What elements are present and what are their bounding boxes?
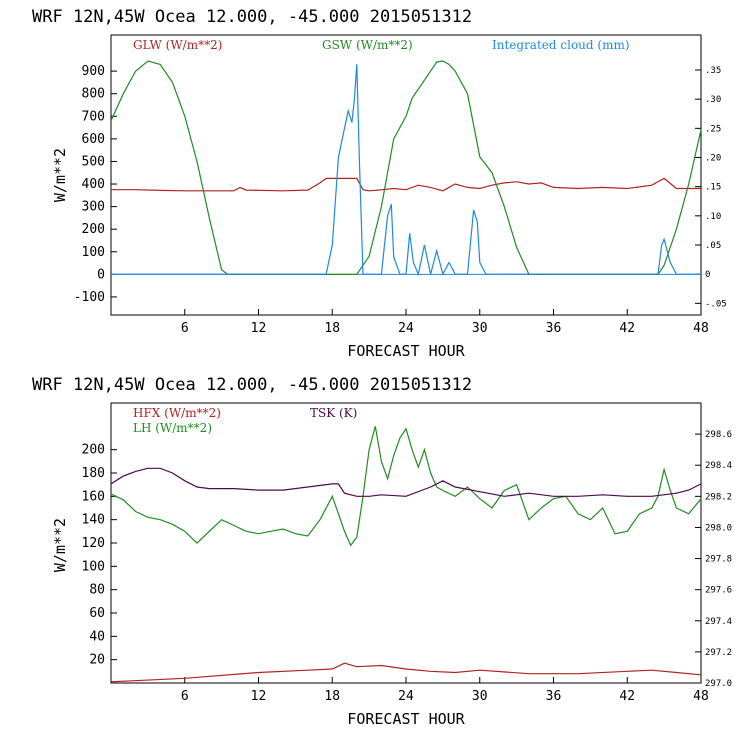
- bottom-legend-tsk: TSK (K): [310, 406, 357, 420]
- bottom-y2-tick-label: 298.2: [705, 492, 732, 502]
- bottom-x-tick-label: 48: [693, 689, 709, 704]
- bottom-y-tick-label: 20: [89, 653, 105, 668]
- top-y-tick-label: 700: [82, 109, 105, 124]
- top-y-tick-label: 800: [82, 87, 105, 102]
- bottom-chart-header: WRF 12N,45W Ocea 12.000, -45.000 2015051…: [32, 375, 472, 395]
- bottom-x-tick-label: 42: [619, 689, 635, 704]
- bottom-series-line-3: [110, 467, 702, 497]
- top-y-tick-label: 100: [82, 245, 105, 260]
- top-series-line-2: [110, 60, 702, 275]
- top-y2-tick-label: .20: [705, 154, 721, 164]
- top-series-line-1: [111, 177, 701, 192]
- top-y2-tick-label: .15: [705, 183, 721, 193]
- top-y-tick-label: 900: [82, 64, 105, 79]
- top-y-tick-label: 500: [82, 154, 105, 169]
- bottom-y2-tick-label: 297.8: [705, 555, 732, 565]
- top-y2-tick-label: -.05: [705, 299, 727, 309]
- bottom-y2-tick-label: 298.4: [705, 461, 732, 471]
- bottom-y2-tick-label: 297.2: [705, 648, 732, 658]
- top-x-tick-label: 30: [472, 321, 488, 336]
- top-y-axis-label: W/m**2: [51, 148, 69, 202]
- bottom-y-tick-label: 200: [82, 443, 105, 458]
- top-legend-glw: GLW (W/m**2): [133, 38, 222, 52]
- top-legend-gsw: GSW (W/m**2): [322, 38, 413, 52]
- bottom-x-axis-label: FORECAST HOUR: [347, 710, 465, 728]
- top-y-tick-label: 300: [82, 200, 105, 215]
- top-y-tick-label: 200: [82, 222, 105, 237]
- top-y-tick-label: 600: [82, 132, 105, 147]
- top-y-tick-label: -100: [74, 290, 105, 305]
- bottom-y2-tick-label: 298.0: [705, 523, 732, 533]
- bottom-chart: WRF 12N,45W Ocea 12.000, -45.000 2015051…: [32, 375, 732, 728]
- top-series-lines: [110, 60, 702, 277]
- bottom-y-tick-label: 120: [82, 536, 105, 551]
- bottom-x-tick-label: 6: [181, 689, 189, 704]
- bottom-legend-lh: LH (W/m**2): [133, 421, 212, 435]
- bottom-y2-tick-label: 297.6: [705, 586, 732, 596]
- bottom-y-tick-label: 80: [89, 583, 105, 598]
- top-x-tick-label: 6: [181, 321, 189, 336]
- top-x-axis-label: FORECAST HOUR: [347, 342, 465, 360]
- bottom-y-axis-label: W/m**2: [51, 518, 69, 572]
- bottom-y-tick-label: 60: [89, 606, 105, 621]
- top-chart: WRF 12N,45W Ocea 12.000, -45.000 2015051…: [32, 7, 727, 360]
- bottom-y-tick-label: 140: [82, 513, 105, 528]
- top-y2-tick-label: .25: [705, 124, 721, 134]
- top-series-line-3: [111, 64, 701, 277]
- top-x-tick-label: 18: [324, 321, 340, 336]
- bottom-y-tick-label: 160: [82, 489, 105, 504]
- bottom-series-line-2: [110, 426, 702, 547]
- top-x-tick-label: 12: [251, 321, 267, 336]
- top-y-tick-label: 0: [97, 267, 105, 282]
- top-y2-tick-label: .35: [705, 66, 721, 76]
- top-y2-tick-label: .10: [705, 212, 721, 222]
- bottom-axis-ticks: 6 12 18 24 30 36 42 48 20 40 60 80 100 120 140 160 180 20…: [82, 430, 733, 704]
- top-chart-header: WRF 12N,45W Ocea 12.000, -45.000 2015051…: [32, 7, 472, 27]
- bottom-y-tick-label: 180: [82, 466, 105, 481]
- top-x-tick-label: 42: [619, 321, 635, 336]
- top-y2-tick-label: 0: [705, 270, 710, 280]
- bottom-legend-hfx: HFX (W/m**2): [133, 406, 221, 420]
- bottom-x-tick-label: 36: [546, 689, 562, 704]
- bottom-series-lines: [110, 426, 702, 683]
- bottom-x-tick-label: 12: [251, 689, 267, 704]
- top-x-tick-label: 36: [546, 321, 562, 336]
- bottom-y2-tick-label: 297.0: [705, 679, 732, 689]
- top-y2-tick-label: .30: [705, 95, 721, 105]
- bottom-y2-tick-label: 298.6: [705, 430, 732, 440]
- bottom-y-tick-label: 100: [82, 559, 105, 574]
- top-y2-tick-label: .05: [705, 241, 721, 251]
- bottom-x-tick-label: 18: [324, 689, 340, 704]
- bottom-x-tick-label: 24: [398, 689, 414, 704]
- top-axis-ticks: 6 12 18 24 30 36 42 48 -100 0 100 200 300 400 500 600 70…: [74, 64, 727, 336]
- bottom-x-tick-label: 30: [472, 689, 488, 704]
- bottom-series-line-1: [110, 662, 702, 683]
- bottom-plot-frame: [110, 402, 702, 684]
- top-legend-cloud: Integrated cloud (mm): [492, 38, 630, 52]
- bottom-y-tick-label: 40: [89, 629, 105, 644]
- top-y-tick-label: 400: [82, 177, 105, 192]
- top-x-tick-label: 24: [398, 321, 414, 336]
- top-x-tick-label: 48: [693, 321, 709, 336]
- bottom-y2-tick-label: 297.4: [705, 617, 732, 627]
